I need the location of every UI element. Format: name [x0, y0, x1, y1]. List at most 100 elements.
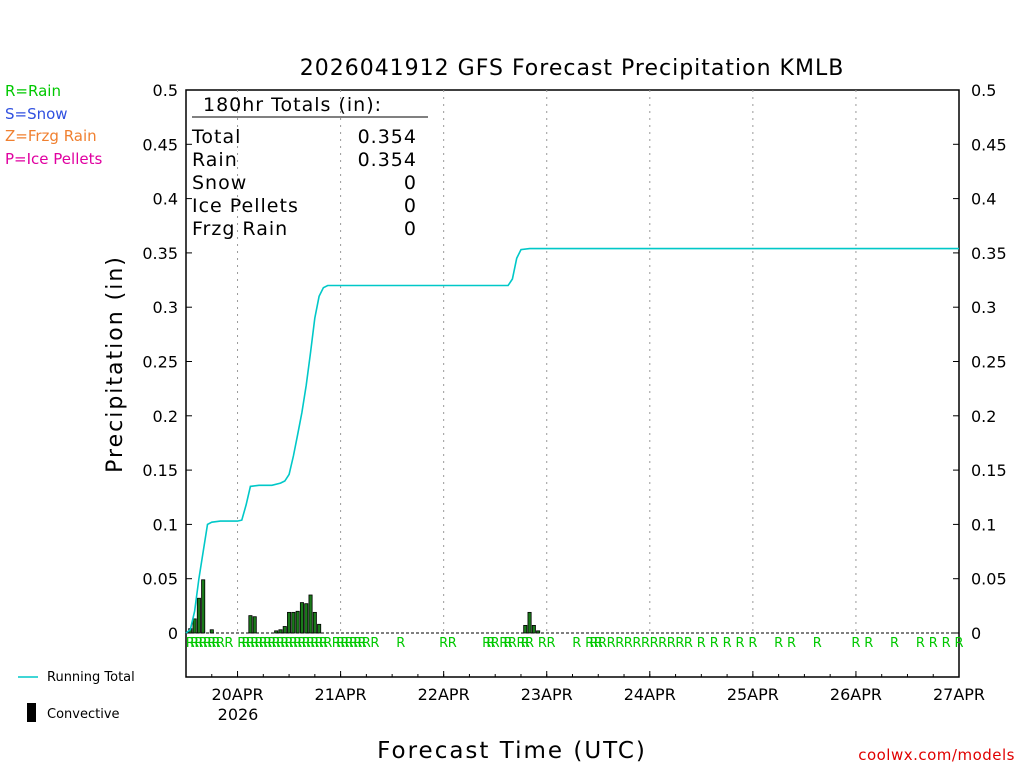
rain-marker: R	[491, 636, 500, 651]
convective-bar	[527, 611, 532, 634]
rain-marker: R	[358, 636, 367, 651]
totals-row-label: Snow	[192, 172, 247, 194]
plot-frame	[185, 89, 960, 678]
rain-marker: R	[942, 636, 951, 651]
totals-box: 180hr Totals (in): Total 0.354 Rain 0.354 Sn…	[191, 94, 428, 240]
rain-marker: R	[723, 636, 732, 651]
totals-row-label: Rain	[192, 149, 238, 171]
rain-marker: R	[774, 636, 783, 651]
convective-bar	[274, 630, 279, 634]
convective-bar	[531, 624, 536, 634]
x-gridlines	[237, 90, 857, 635]
x-tick-label: 24APR	[624, 685, 676, 704]
convective-bar	[312, 611, 317, 634]
y-tick-label-left: 0.25	[142, 353, 178, 372]
totals-row-value: 0	[404, 172, 417, 194]
rain-marker: R	[345, 636, 354, 651]
convective-bar	[252, 616, 257, 634]
rain-marker: R	[396, 636, 405, 651]
rain-marker: R	[929, 636, 938, 651]
rain-marker: R	[697, 636, 706, 651]
legend-item: R=Rain	[5, 82, 61, 100]
rain-marker: R	[615, 636, 624, 651]
totals-heading: 180hr Totals (in):	[203, 94, 382, 116]
running-total-line	[185, 247, 959, 634]
source-credit: coolwx.com/models	[858, 746, 1015, 764]
rain-marker: R	[641, 636, 650, 651]
rain-marker: R	[499, 636, 508, 651]
totals-row-value: 0.354	[358, 149, 417, 171]
rain-marker: R	[276, 636, 285, 651]
rain-marker: R	[632, 636, 641, 651]
rain-marker: R	[851, 636, 860, 651]
rain-marker: R	[508, 636, 517, 651]
totals-row-value: 0	[404, 218, 417, 240]
rain-marker: R	[748, 636, 757, 651]
y-tick-label-right: 0.45	[971, 135, 1007, 154]
rain-marker: R	[212, 636, 221, 651]
rain-marker: R	[585, 636, 594, 651]
y-tick-label-right: 0.25	[971, 353, 1007, 372]
rain-marker: R	[735, 636, 744, 651]
y-tick-label-left: 0.4	[153, 190, 178, 209]
legend-item: S=Snow	[5, 104, 68, 123]
rain-marker: R	[297, 636, 306, 651]
rain-marker: R	[954, 636, 963, 651]
rain-marker: R	[521, 636, 530, 651]
rain-marker: R	[280, 636, 289, 651]
x-tick-label: 20APR	[211, 685, 263, 704]
rain-marker: R	[864, 636, 873, 651]
y-tick-label-left: 0.5	[153, 81, 178, 100]
legend-item: P=Ice Pellets	[5, 149, 103, 168]
y-tick-label-right: 0.3	[971, 298, 996, 317]
rain-marker: R	[349, 636, 358, 651]
rain-marker: R	[525, 636, 534, 651]
rain-marker: R	[302, 636, 311, 651]
convective-legend-label: Convective	[47, 707, 120, 722]
running-total-legend-label: Running Total	[47, 670, 135, 685]
y-tick-label-left: 0.3	[153, 298, 178, 317]
rain-marker: R	[194, 636, 203, 651]
y-tick-label-right: 0	[971, 624, 981, 643]
rain-marker: R	[246, 636, 255, 651]
rain-marker: R	[624, 636, 633, 651]
y-tick-label-left: 0	[168, 624, 178, 643]
convective-bar	[304, 603, 309, 634]
y-tick-label-right: 0.1	[971, 515, 996, 534]
rain-marker: R	[486, 636, 495, 651]
precip-type-legend: R=Rain S=Snow Z=Frzg Rain P=Ice Pellets	[5, 80, 102, 170]
rain-marker: R	[675, 636, 684, 651]
y-tick-label-left: 0.2	[153, 407, 178, 426]
rain-marker: R	[684, 636, 693, 651]
y-tick-label-left: 0.35	[142, 244, 178, 263]
convective-bar	[299, 602, 304, 634]
rain-marker: R	[310, 636, 319, 651]
convective-bar	[317, 623, 322, 634]
x-tick-label: 26APR	[830, 685, 882, 704]
x-axis: 20APR 21APR 22APR 23APR 24APR 25APR 26APR 27APR	[185, 671, 985, 704]
x-axis-label: Forecast Time (UTC)	[377, 738, 647, 764]
rain-marker: R	[516, 636, 525, 651]
rain-marker: R	[353, 636, 362, 651]
rain-marker: R	[890, 636, 899, 651]
convective-bar	[209, 629, 214, 634]
rain-marker: R	[787, 636, 796, 651]
rain-marker: R	[199, 636, 208, 651]
totals-row-label: Ice Pellets	[192, 195, 299, 217]
rain-marker: R	[589, 636, 598, 651]
rain-marker: R	[482, 636, 491, 651]
rain-marker: R	[710, 636, 719, 651]
x-tick-label: 23APR	[521, 685, 573, 704]
rain-marker: R	[186, 636, 195, 651]
rain-marker: R	[504, 636, 513, 651]
convective-bar	[196, 597, 201, 634]
convective-bar	[192, 618, 197, 634]
rain-marker: R	[538, 636, 547, 651]
convective-bar	[308, 594, 313, 634]
x-tick-label: 27APR	[933, 685, 985, 704]
rain-marker: R	[813, 636, 822, 651]
rain-marker: R	[667, 636, 676, 651]
totals-row-label: Total	[191, 126, 241, 148]
